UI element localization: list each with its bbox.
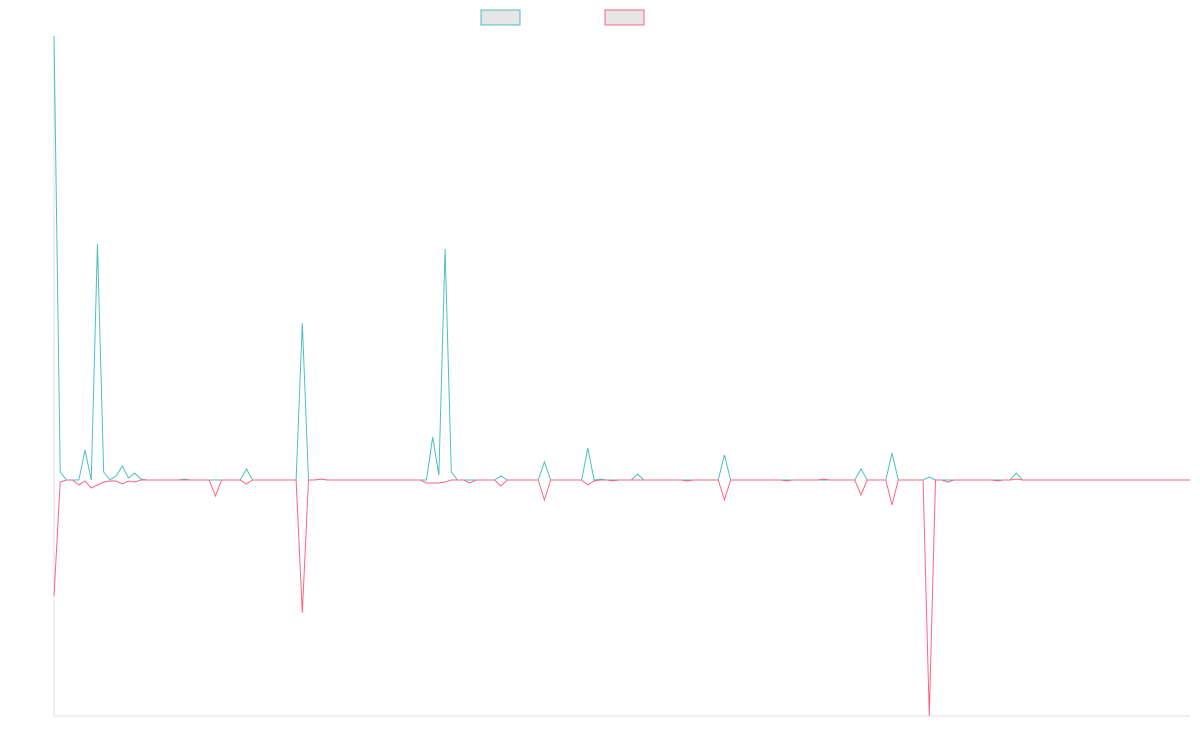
series-line <box>53 478 1190 717</box>
legend-swatch <box>604 9 645 26</box>
legend-swatch <box>480 9 521 26</box>
series-line <box>53 35 1190 481</box>
